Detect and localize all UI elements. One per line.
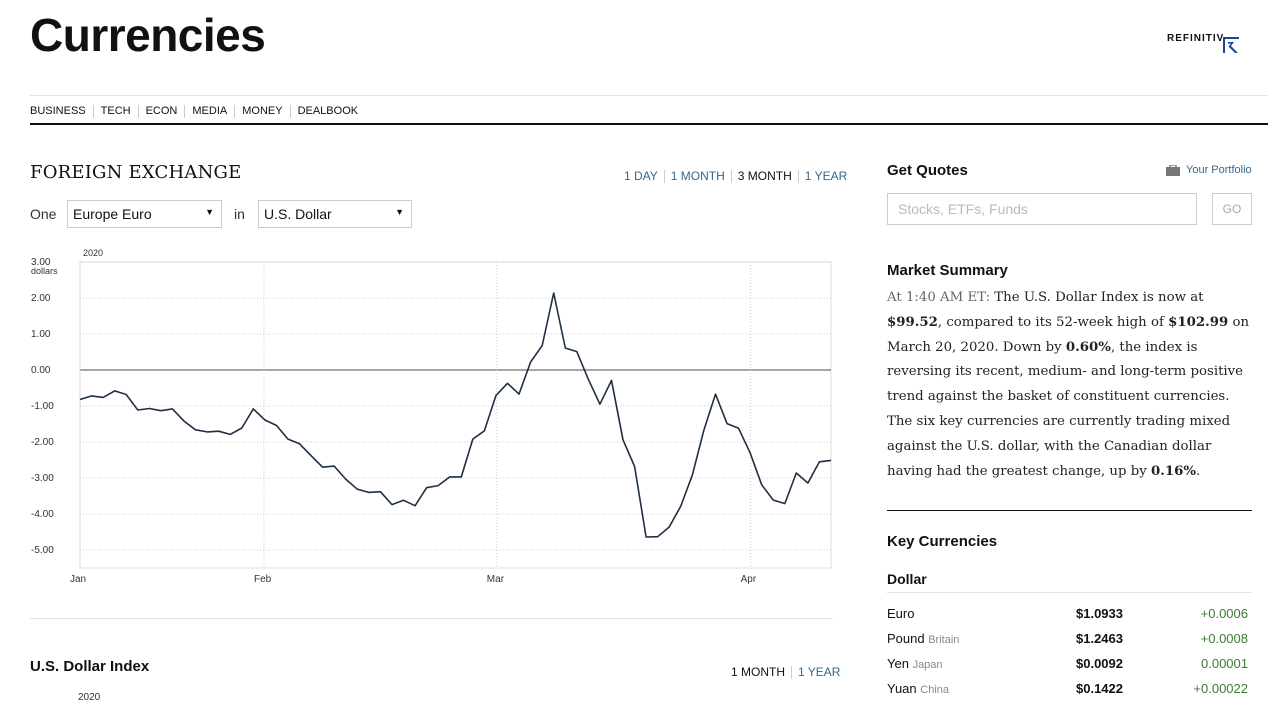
x-tick-label: Jan — [70, 574, 86, 585]
usd-range-tab-1-month[interactable]: 1 MONTH — [731, 665, 785, 679]
in-label: in — [234, 206, 245, 222]
your-portfolio-label: Your Portfolio — [1186, 164, 1252, 176]
range-tab-1-year[interactable]: 1 YEAR — [797, 170, 853, 183]
header-divider — [30, 95, 1268, 96]
refinitiv-logo[interactable]: REFINITIV — [1167, 28, 1239, 53]
currency-label: Euro — [887, 606, 915, 621]
key-currencies-title: Key Currencies — [887, 533, 998, 550]
range-tab-1-month[interactable]: 1 MONTH — [663, 170, 731, 183]
fx-title: FOREIGN EXCHANGE — [30, 162, 242, 183]
section-nav: BUSINESS TECH ECON MEDIA MONEY DEALBOOK — [30, 105, 365, 118]
chart-y-ticks: 3.00 2.00 1.00 0.00 -1.00 -2.00 -3.00 -4.00 -5.0… — [31, 257, 54, 556]
y-tick-label: -4.00 — [31, 509, 54, 520]
change-pct: 0.60% — [1065, 339, 1111, 355]
currency-name: Euro — [887, 606, 914, 621]
summary-text-part: , compared to its 52-week high of — [937, 314, 1169, 330]
nav-item-money[interactable]: MONEY — [234, 105, 289, 118]
y-tick-label: 2.00 — [31, 293, 51, 304]
to-currency-select[interactable]: U.S. Dollar ▼ — [258, 200, 412, 228]
dropdown-caret-icon: ▼ — [395, 207, 404, 217]
market-summary-text: At 1:40 AM ET: The U.S. Dollar Index is … — [887, 286, 1255, 484]
section-divider — [30, 618, 833, 619]
key-currencies-divider — [887, 510, 1252, 511]
usd-range-tabs: 1 MONTH 1 YEAR — [725, 666, 846, 679]
range-tab-1-day[interactable]: 1 DAY — [624, 169, 658, 183]
y-tick-label: -2.00 — [31, 437, 54, 448]
currency-price: $1.0933 — [1076, 606, 1123, 621]
usd-index-title: U.S. Dollar Index — [30, 658, 150, 675]
nav-item-media[interactable]: MEDIA — [184, 105, 234, 118]
nav-item-tech[interactable]: TECH — [92, 105, 138, 118]
range-tab-3-month[interactable]: 3 MONTH — [730, 170, 798, 183]
currency-row[interactable]: Yen Japan $0.0092 0.00001 — [887, 656, 1252, 678]
logo-text: REFINITIV — [1167, 33, 1225, 44]
y-tick-label: -5.00 — [31, 545, 54, 556]
fx-range-tabs: 1 DAY 1 MONTH 3 MONTH 1 YEAR — [618, 170, 853, 183]
go-button[interactable]: GO — [1212, 193, 1252, 225]
currency-price: $0.0092 — [1076, 656, 1123, 671]
nav-divider — [30, 123, 1268, 125]
market-summary-title: Market Summary — [887, 262, 1008, 279]
page-title: Currencies — [30, 9, 266, 61]
from-currency-select[interactable]: Europe Euro ▼ — [67, 200, 222, 228]
chart-grid — [79, 261, 832, 569]
summary-text-part: . — [1195, 463, 1201, 479]
currency-row[interactable]: Yuan China $0.1422 +0.00022 — [887, 681, 1252, 703]
nav-item-econ[interactable]: ECON — [137, 105, 185, 118]
summary-time: At 1:40 AM ET: — [887, 290, 991, 305]
currency-label: Pound — [887, 631, 925, 646]
y-tick-label: 3.00 — [31, 257, 51, 268]
usd-range-tab-1-year[interactable]: 1 YEAR — [791, 666, 846, 679]
series-line — [79, 292, 832, 538]
currency-price: $0.1422 — [1076, 681, 1123, 696]
top-change: 0.16% — [1150, 463, 1196, 479]
currency-change: +0.0008 — [1200, 631, 1248, 646]
y-tick-label: 1.00 — [31, 329, 51, 340]
currency-label: Yen — [887, 656, 909, 671]
usd-chart-year-label: 2020 — [78, 692, 101, 703]
x-tick-label: Feb — [254, 574, 272, 585]
quote-search-input[interactable]: Stocks, ETFs, Funds — [887, 193, 1197, 225]
fx-line-chart: 3.00 2.00 1.00 0.00 -1.00 -2.00 -3.00 -4.00 -5.0… — [31, 248, 832, 585]
nav-item-dealbook[interactable]: DEALBOOK — [289, 105, 366, 118]
summary-text-part: , the index is reversing its recent, med… — [887, 339, 1244, 479]
currency-country: China — [920, 684, 950, 696]
refinitiv-mark-icon — [1223, 37, 1239, 53]
y-tick-label: -3.00 — [31, 473, 54, 484]
from-currency-value: Europe Euro — [73, 206, 152, 222]
get-quotes-title: Get Quotes — [887, 162, 968, 179]
currency-name: Yuan China — [887, 681, 949, 696]
chart-x-ticks: Jan Feb Mar Apr — [70, 574, 757, 585]
currency-price: $1.2463 — [1076, 631, 1123, 646]
currency-country: Japan — [912, 659, 943, 671]
chart-year-label: 2020 — [83, 248, 103, 258]
one-label: One — [30, 206, 57, 222]
y-tick-label: 0.00 — [31, 365, 51, 376]
plot-frame — [79, 261, 832, 569]
currency-change: +0.00022 — [1193, 681, 1248, 696]
x-tick-label: Mar — [487, 574, 505, 585]
briefcase-icon — [1166, 164, 1180, 176]
summary-text-part: on March 20, 2020. Down by — [887, 314, 1250, 355]
high-value: $102.99 — [1168, 314, 1229, 330]
currency-name: Yen Japan — [887, 656, 943, 671]
currency-row[interactable]: Pound Britain $1.2463 +0.0008 — [887, 631, 1252, 653]
currency-change: +0.0006 — [1200, 606, 1248, 621]
your-portfolio-link[interactable]: Your Portfolio — [1166, 164, 1252, 176]
currency-row[interactable]: Euro $1.0933 +0.0006 — [887, 606, 1252, 628]
nav-item-business[interactable]: BUSINESS — [30, 105, 86, 117]
dropdown-caret-icon: ▼ — [205, 207, 214, 217]
currency-label: Yuan — [887, 681, 917, 696]
chart-y-unit-label: dollars — [31, 266, 58, 276]
y-tick-label: -1.00 — [31, 401, 54, 412]
dollar-group-heading: Dollar — [887, 571, 927, 587]
currency-name: Pound Britain — [887, 631, 959, 646]
dollar-group-divider — [887, 592, 1252, 593]
to-currency-value: U.S. Dollar — [264, 206, 332, 222]
x-tick-label: Apr — [741, 574, 757, 585]
summary-text-part: The U.S. Dollar Index is now at — [990, 290, 1204, 305]
currency-country: Britain — [928, 634, 960, 646]
index-value: $99.52 — [887, 314, 938, 330]
currency-change: 0.00001 — [1201, 656, 1248, 671]
